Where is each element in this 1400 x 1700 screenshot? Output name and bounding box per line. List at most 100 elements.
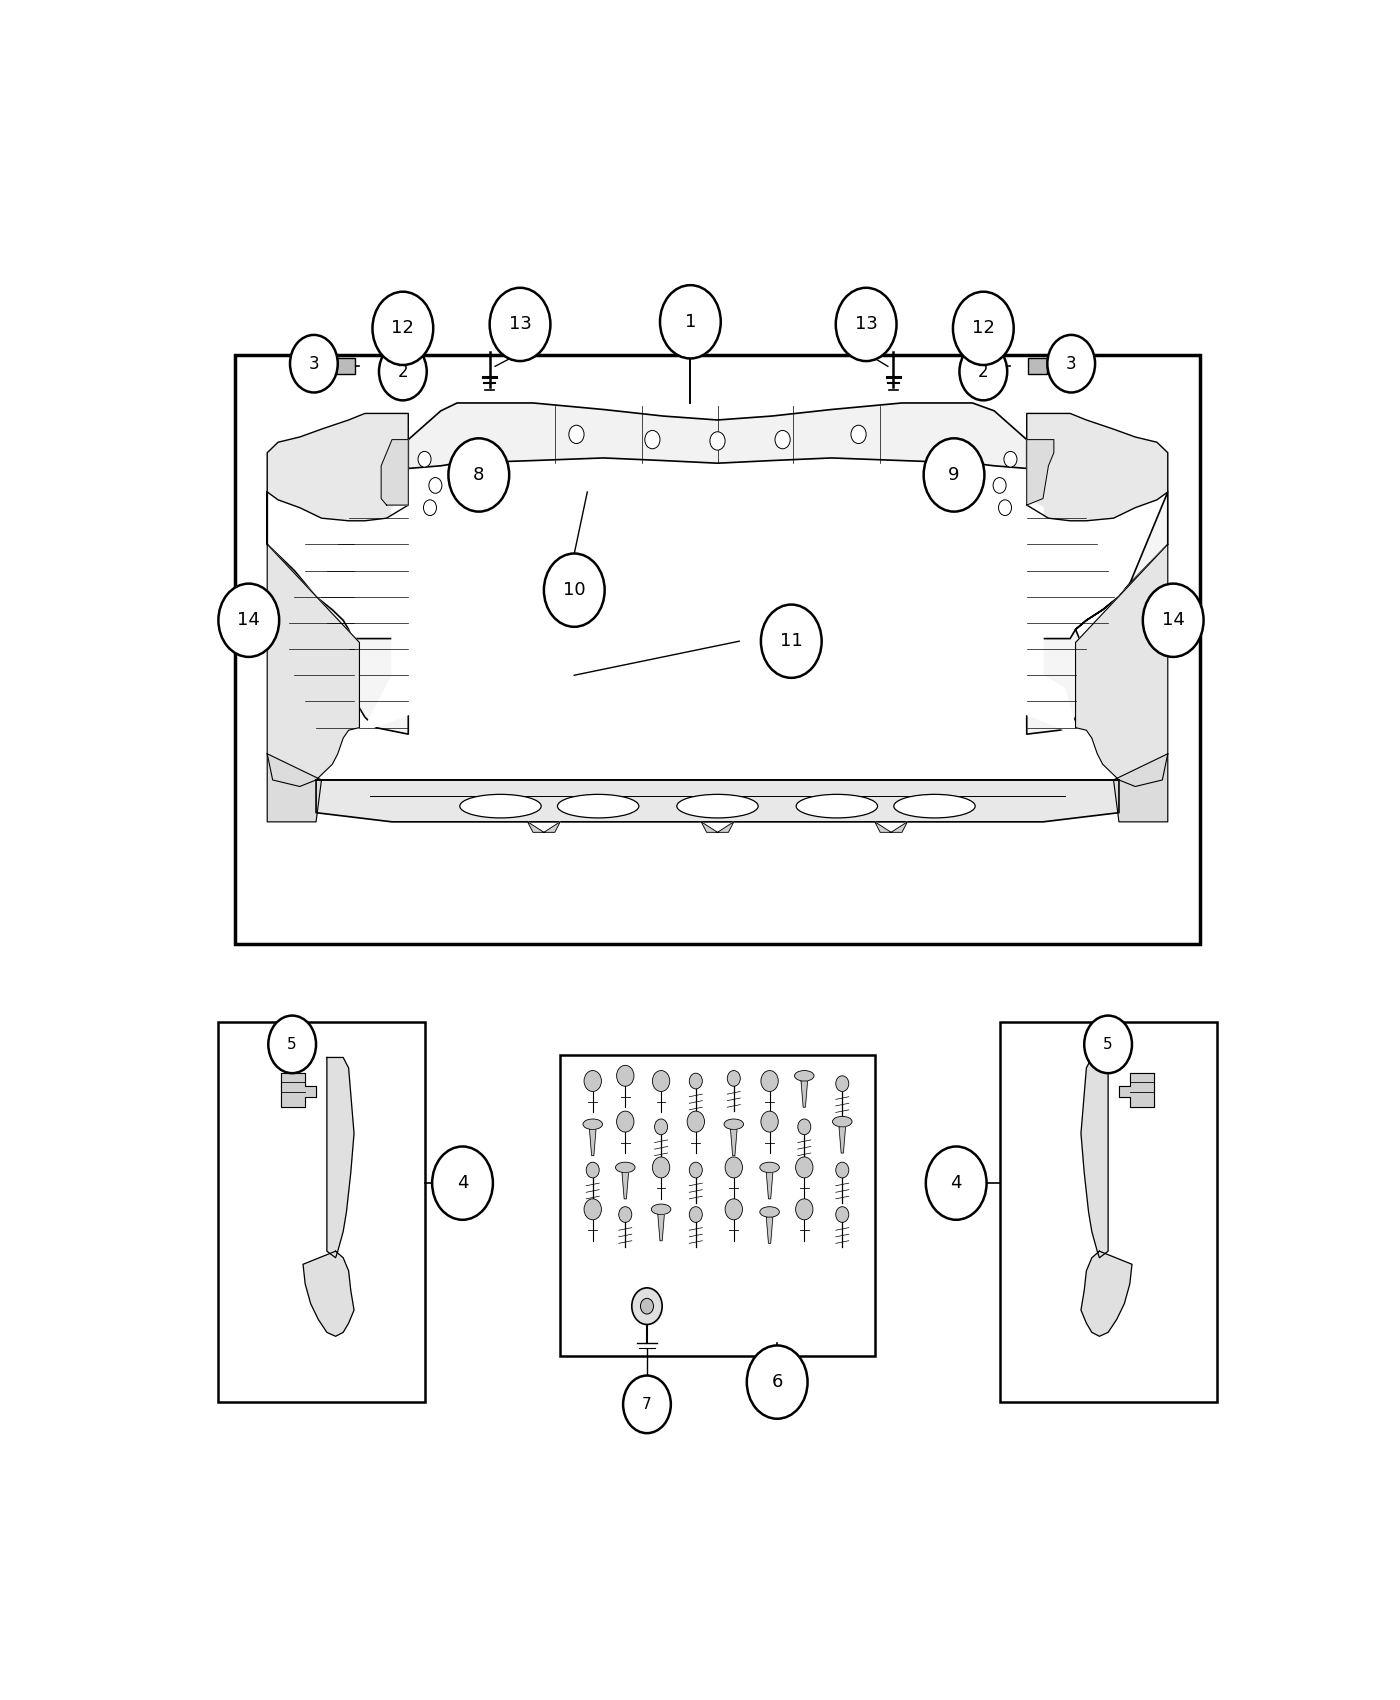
Polygon shape [1026,440,1054,505]
Text: 4: 4 [951,1175,962,1192]
Polygon shape [622,1173,629,1198]
Ellipse shape [651,1204,671,1214]
Polygon shape [875,821,907,833]
Polygon shape [839,1127,846,1153]
Circle shape [659,286,721,359]
Polygon shape [381,440,409,505]
Circle shape [689,1163,703,1178]
Circle shape [689,1207,703,1222]
Polygon shape [801,1081,808,1107]
Ellipse shape [582,1119,602,1129]
Text: 6: 6 [771,1374,783,1391]
Polygon shape [1119,1073,1154,1107]
Ellipse shape [724,1119,743,1129]
Circle shape [836,1163,848,1178]
Text: 5: 5 [287,1037,297,1052]
Text: 3: 3 [308,355,319,372]
Circle shape [1084,1015,1133,1073]
Circle shape [372,292,433,366]
Circle shape [851,425,867,444]
Text: 4: 4 [456,1175,468,1192]
Text: 9: 9 [948,466,960,484]
Circle shape [652,1158,669,1178]
Polygon shape [1081,1057,1109,1258]
Circle shape [776,430,790,449]
Polygon shape [701,821,734,833]
Ellipse shape [833,1117,853,1127]
Circle shape [619,1207,631,1222]
Ellipse shape [760,1207,780,1217]
Text: 13: 13 [508,316,532,333]
Circle shape [687,1112,704,1132]
Text: 5: 5 [1103,1037,1113,1052]
Text: 7: 7 [643,1397,652,1413]
Text: 13: 13 [855,316,878,333]
Circle shape [640,1299,654,1314]
Polygon shape [360,498,1075,741]
Circle shape [623,1375,671,1433]
Ellipse shape [616,1163,636,1173]
Bar [1028,359,1047,374]
Text: 14: 14 [238,612,260,629]
Bar [560,1054,875,1357]
Circle shape [798,1119,811,1134]
Circle shape [631,1289,662,1324]
Circle shape [727,1071,741,1086]
Ellipse shape [797,794,878,818]
Circle shape [433,1146,493,1221]
Circle shape [645,430,659,449]
Polygon shape [1075,544,1168,787]
Circle shape [836,1207,848,1222]
Polygon shape [1113,753,1168,821]
Circle shape [836,1076,848,1091]
Circle shape [710,432,725,450]
Circle shape [448,439,510,512]
Polygon shape [1026,413,1168,520]
Circle shape [762,1071,778,1091]
Circle shape [490,287,550,360]
Ellipse shape [795,1071,813,1081]
Bar [336,359,356,374]
Circle shape [428,478,442,493]
Circle shape [959,343,1007,401]
Circle shape [568,425,584,444]
Ellipse shape [893,794,976,818]
Circle shape [725,1198,742,1221]
Ellipse shape [459,794,542,818]
Bar [1000,1022,1217,1402]
Text: 14: 14 [1162,612,1184,629]
Polygon shape [766,1173,773,1198]
Circle shape [584,1071,602,1091]
Circle shape [616,1066,634,1086]
Polygon shape [267,753,322,821]
Circle shape [652,1071,669,1091]
Polygon shape [302,1251,354,1336]
Circle shape [925,1146,987,1221]
Text: 12: 12 [972,320,995,337]
Circle shape [725,1158,742,1178]
Polygon shape [409,403,1026,469]
Circle shape [836,287,896,360]
Circle shape [924,439,984,512]
Circle shape [953,292,1014,366]
Circle shape [218,583,279,656]
Circle shape [998,500,1012,515]
Text: 1: 1 [685,313,696,332]
Polygon shape [658,1214,665,1241]
Polygon shape [267,544,360,787]
Polygon shape [731,1129,736,1156]
Text: 2: 2 [979,362,988,381]
Ellipse shape [557,794,638,818]
Circle shape [655,1119,668,1134]
Circle shape [587,1163,599,1178]
Ellipse shape [760,1163,780,1173]
Text: 11: 11 [780,632,802,649]
Circle shape [423,500,437,515]
Polygon shape [326,1057,354,1258]
Text: 12: 12 [392,320,414,337]
Polygon shape [528,821,560,833]
Ellipse shape [676,794,759,818]
Circle shape [290,335,337,393]
Circle shape [762,605,822,678]
Bar [235,355,1200,944]
